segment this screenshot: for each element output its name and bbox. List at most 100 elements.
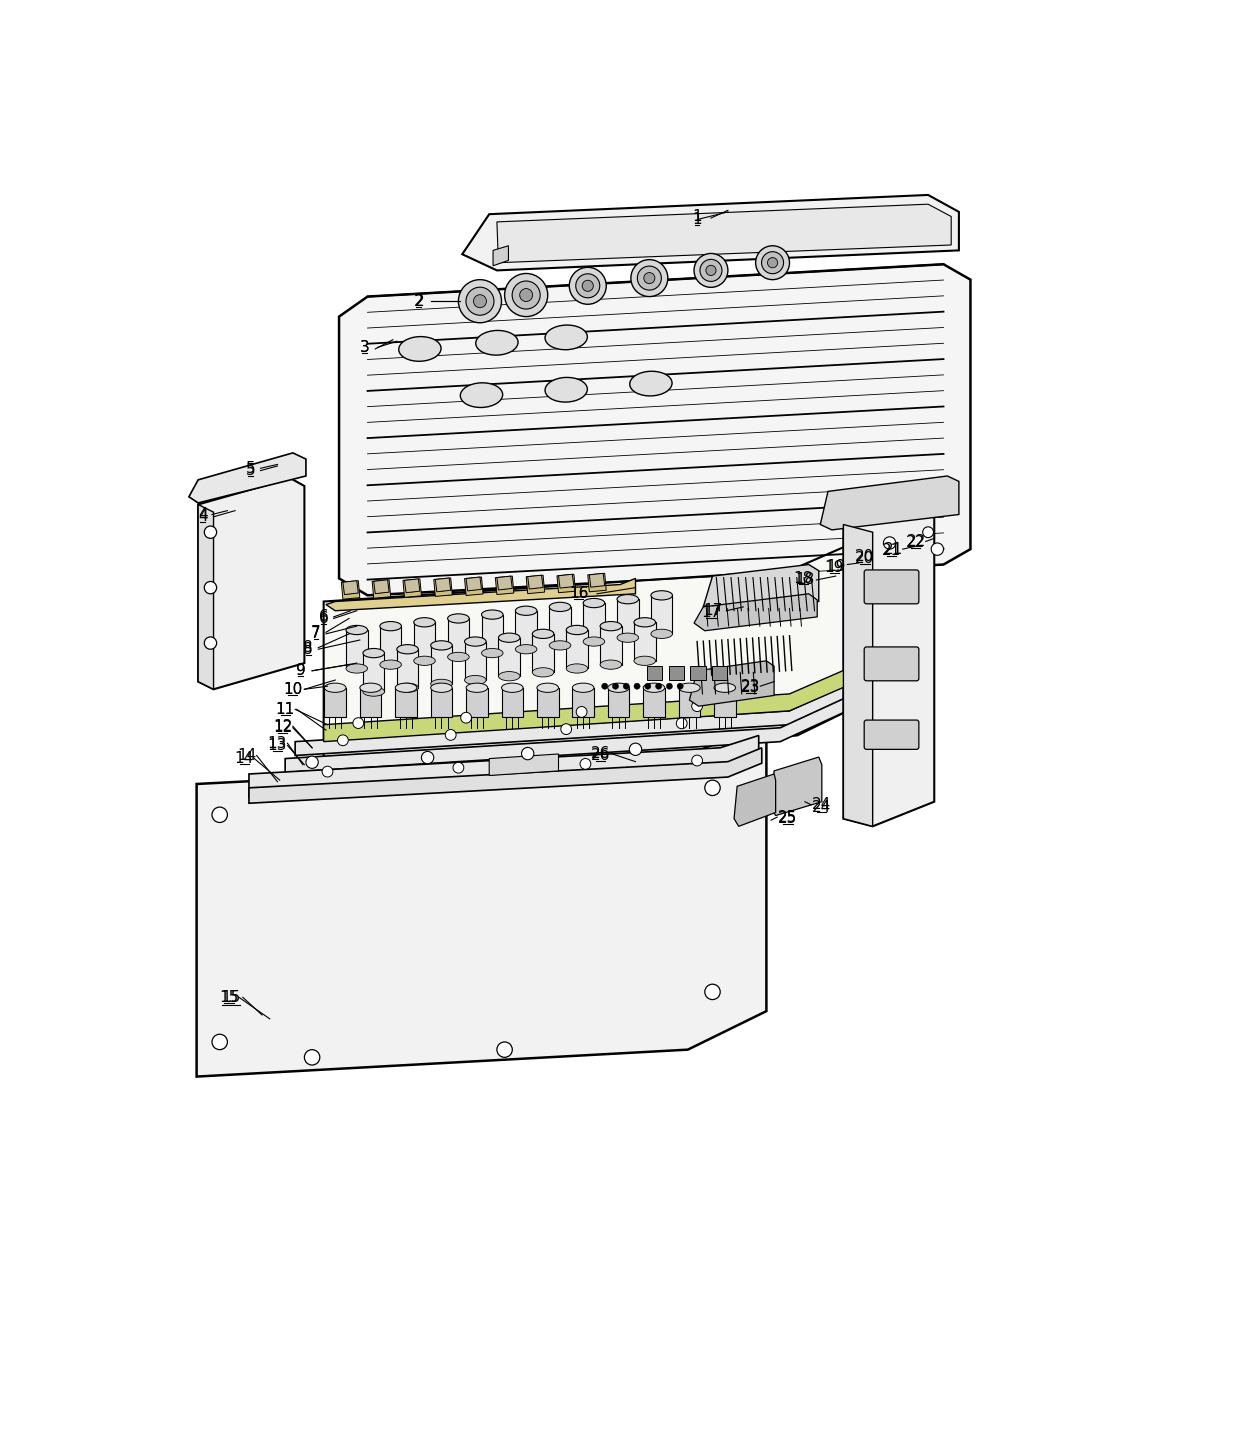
- Ellipse shape: [465, 637, 486, 646]
- Ellipse shape: [608, 683, 630, 692]
- FancyBboxPatch shape: [466, 687, 487, 717]
- Circle shape: [692, 755, 703, 766]
- FancyBboxPatch shape: [567, 630, 588, 669]
- Polygon shape: [689, 660, 774, 706]
- Circle shape: [931, 543, 944, 556]
- FancyBboxPatch shape: [397, 649, 418, 687]
- Text: 24: 24: [812, 798, 832, 812]
- Circle shape: [560, 723, 572, 735]
- FancyBboxPatch shape: [363, 653, 384, 692]
- Polygon shape: [249, 736, 759, 798]
- Text: 25: 25: [779, 811, 797, 826]
- Circle shape: [459, 279, 501, 322]
- Text: 22: 22: [906, 536, 925, 550]
- Ellipse shape: [460, 382, 502, 408]
- Ellipse shape: [573, 683, 594, 692]
- Ellipse shape: [567, 626, 588, 634]
- Circle shape: [577, 706, 587, 717]
- Polygon shape: [466, 577, 481, 591]
- Text: 6: 6: [319, 611, 329, 626]
- Text: 2: 2: [415, 294, 425, 309]
- Circle shape: [520, 289, 533, 302]
- Text: 5: 5: [246, 461, 255, 475]
- FancyBboxPatch shape: [414, 623, 435, 660]
- Text: 3: 3: [360, 339, 370, 355]
- Ellipse shape: [325, 683, 346, 692]
- Polygon shape: [526, 576, 544, 594]
- Circle shape: [505, 274, 548, 316]
- Ellipse shape: [430, 640, 453, 650]
- Text: 19: 19: [826, 558, 846, 574]
- Text: 21: 21: [882, 543, 900, 558]
- Text: 13: 13: [268, 736, 288, 750]
- Ellipse shape: [532, 629, 554, 639]
- Polygon shape: [494, 246, 508, 266]
- Circle shape: [575, 274, 600, 298]
- Polygon shape: [435, 579, 450, 591]
- Polygon shape: [372, 580, 391, 599]
- Circle shape: [205, 581, 217, 594]
- FancyBboxPatch shape: [573, 687, 594, 717]
- Ellipse shape: [379, 660, 402, 669]
- FancyBboxPatch shape: [346, 630, 367, 669]
- Ellipse shape: [414, 617, 435, 627]
- Ellipse shape: [583, 637, 605, 646]
- Circle shape: [531, 580, 538, 589]
- Text: 5: 5: [246, 463, 255, 478]
- FancyBboxPatch shape: [712, 666, 727, 680]
- Ellipse shape: [583, 599, 605, 607]
- Polygon shape: [339, 265, 971, 596]
- Ellipse shape: [363, 649, 384, 657]
- Text: 16: 16: [569, 586, 588, 601]
- Circle shape: [755, 246, 790, 279]
- Circle shape: [656, 683, 662, 689]
- Text: 24: 24: [812, 799, 832, 815]
- Ellipse shape: [481, 649, 503, 657]
- Circle shape: [704, 984, 720, 1000]
- Ellipse shape: [399, 337, 441, 361]
- Circle shape: [445, 729, 456, 740]
- Circle shape: [704, 780, 720, 796]
- Polygon shape: [703, 564, 818, 614]
- Text: 23: 23: [742, 679, 760, 693]
- Circle shape: [692, 700, 703, 712]
- FancyBboxPatch shape: [668, 666, 684, 680]
- Ellipse shape: [651, 591, 672, 600]
- Ellipse shape: [498, 633, 520, 643]
- Polygon shape: [198, 478, 304, 689]
- Circle shape: [461, 712, 471, 723]
- Circle shape: [212, 1034, 227, 1050]
- Text: 9: 9: [295, 663, 305, 679]
- Text: 26: 26: [591, 746, 610, 762]
- Text: 14: 14: [237, 748, 257, 763]
- Circle shape: [304, 1050, 320, 1065]
- Text: 13: 13: [268, 737, 288, 753]
- FancyBboxPatch shape: [360, 687, 382, 717]
- Ellipse shape: [714, 683, 735, 692]
- FancyBboxPatch shape: [691, 666, 706, 680]
- Polygon shape: [528, 576, 543, 589]
- Circle shape: [761, 252, 784, 274]
- Ellipse shape: [546, 325, 588, 349]
- FancyBboxPatch shape: [608, 687, 630, 717]
- Ellipse shape: [618, 594, 639, 604]
- FancyBboxPatch shape: [379, 626, 402, 664]
- Circle shape: [500, 581, 507, 589]
- Circle shape: [593, 579, 600, 587]
- Polygon shape: [434, 579, 453, 596]
- Circle shape: [637, 266, 661, 291]
- Ellipse shape: [476, 331, 518, 355]
- Ellipse shape: [414, 656, 435, 666]
- Ellipse shape: [516, 644, 537, 654]
- Circle shape: [883, 537, 895, 548]
- FancyBboxPatch shape: [583, 603, 605, 642]
- Circle shape: [469, 583, 477, 590]
- Circle shape: [474, 295, 486, 308]
- Circle shape: [466, 288, 494, 315]
- Polygon shape: [589, 573, 605, 587]
- Ellipse shape: [600, 660, 621, 669]
- Ellipse shape: [618, 633, 639, 643]
- Text: 20: 20: [856, 551, 874, 566]
- Circle shape: [706, 265, 715, 275]
- Circle shape: [212, 808, 227, 822]
